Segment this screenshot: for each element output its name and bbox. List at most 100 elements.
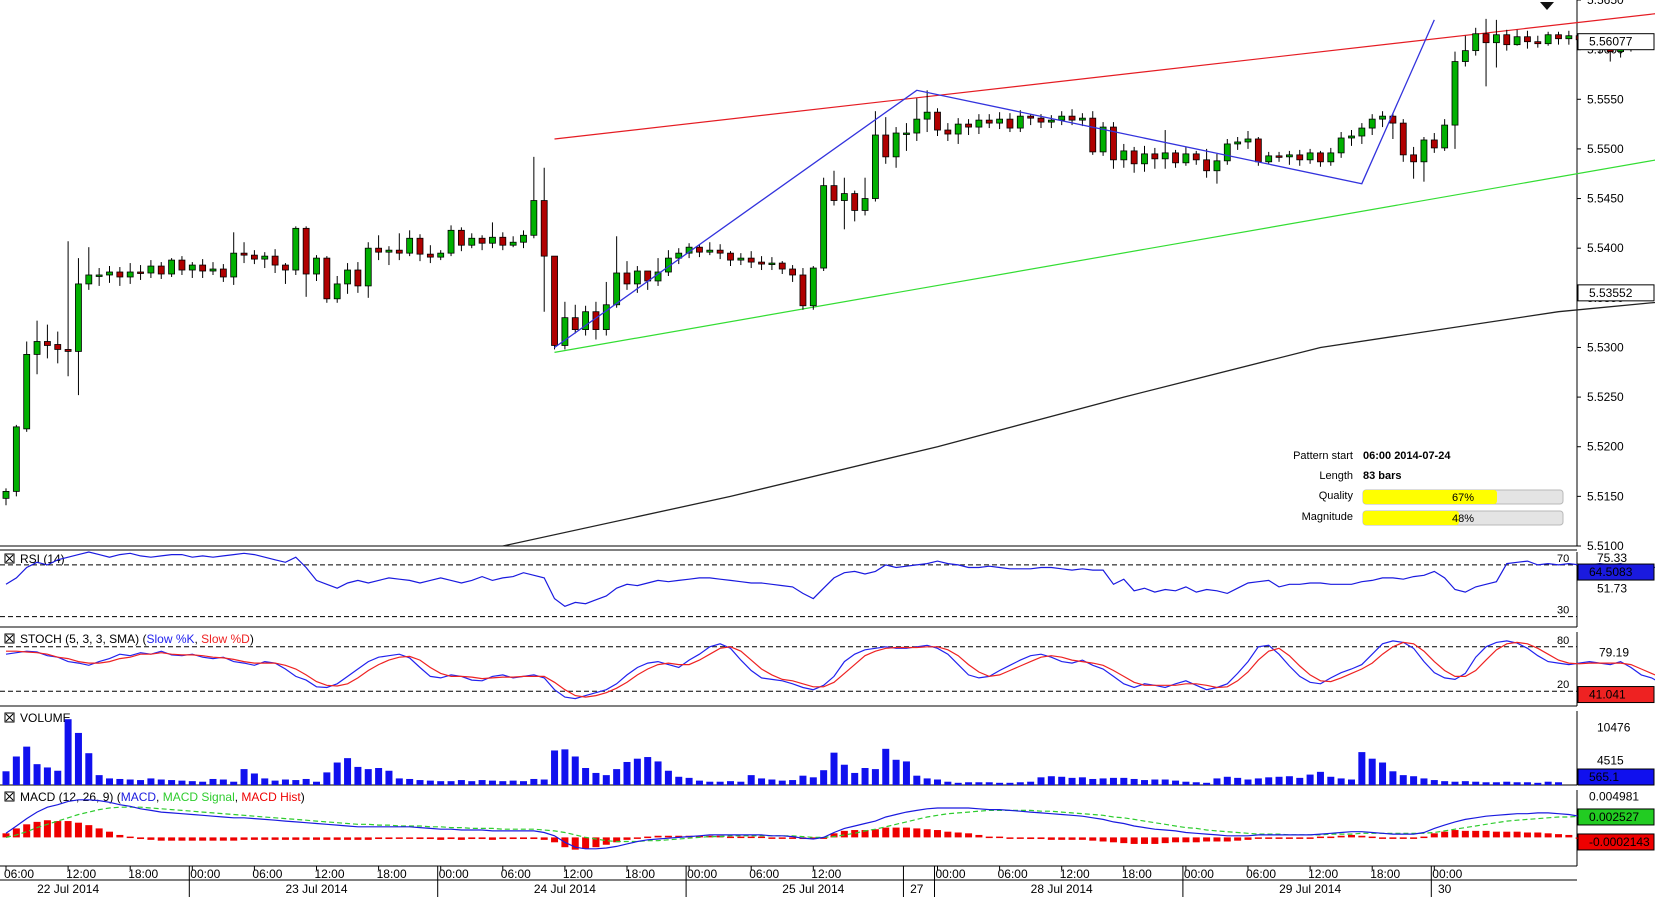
stoch-level-label: 20 xyxy=(1557,679,1569,691)
volume-bar xyxy=(664,770,672,785)
candle xyxy=(561,317,569,346)
hour-label: 00:00 xyxy=(936,867,966,881)
stoch-legend-k: Slow %K xyxy=(146,632,194,646)
candle xyxy=(840,193,848,201)
macd-panel[interactable]: MACD (12, 26, 9) (MACD, MACD Signal, MAC… xyxy=(0,790,1655,867)
macd-hist-bar xyxy=(1285,837,1293,839)
volume-bar xyxy=(1223,776,1231,785)
candle xyxy=(613,272,621,306)
volume-bar xyxy=(571,756,579,785)
candle xyxy=(1223,143,1231,162)
candle xyxy=(240,252,248,256)
volume-bar xyxy=(934,779,941,785)
candle xyxy=(23,354,31,430)
candle xyxy=(1244,138,1252,143)
volume-bar xyxy=(913,775,921,785)
candle xyxy=(1358,127,1366,137)
volume-bar xyxy=(582,768,590,785)
candle xyxy=(333,283,341,300)
macd-hist-bar xyxy=(737,836,745,839)
macd-hist-bar xyxy=(364,837,372,840)
volume-panel[interactable]: VOLUME 10476 4515 565.1 xyxy=(0,711,1655,786)
date-label: 23 Jul 2014 xyxy=(285,882,347,896)
candle xyxy=(861,198,869,211)
macd-hist-bar xyxy=(261,837,269,840)
volume-bar xyxy=(74,732,82,785)
volume-bar xyxy=(809,777,817,785)
macd-hist-bar xyxy=(468,837,476,840)
macd-signal-line xyxy=(5,806,1611,843)
macd-hist-bar xyxy=(727,836,734,839)
hour-label: 18:00 xyxy=(1370,867,1400,881)
candle xyxy=(292,227,300,271)
candle xyxy=(1068,115,1076,121)
volume-bar xyxy=(768,779,776,785)
volume-bar xyxy=(1389,771,1397,785)
macd-legend-line: MACD xyxy=(121,790,157,804)
macd-hist-bar xyxy=(23,824,31,838)
macd-hist-bar xyxy=(240,837,248,840)
stoch-legend-close: ) xyxy=(250,632,254,646)
volume-bar xyxy=(633,758,641,785)
macd-legend-sep1: , xyxy=(156,790,163,804)
volume-bar xyxy=(1420,778,1428,785)
macd-hist-bar xyxy=(1461,830,1469,838)
candle xyxy=(872,134,879,199)
volume-tick-label: 10476 xyxy=(1597,721,1631,735)
macd-hist-bar xyxy=(178,837,186,841)
macd-hist-bar xyxy=(706,835,714,838)
candle xyxy=(540,200,548,257)
macd-hist-bar xyxy=(1265,837,1273,839)
macd-hist-bar xyxy=(975,834,983,838)
volume-bar xyxy=(675,776,683,785)
volume-bar xyxy=(695,780,703,785)
candle xyxy=(747,257,755,263)
candle xyxy=(199,264,207,272)
rsi-tick-label: 75.33 xyxy=(1597,551,1627,565)
candle xyxy=(623,272,631,285)
macd-hist-bar xyxy=(644,836,652,839)
volume-bar xyxy=(592,772,600,785)
dropdown-arrow-icon[interactable] xyxy=(1540,2,1554,10)
stoch-k-line xyxy=(5,640,1655,700)
volume-bar xyxy=(457,780,465,785)
macd-hist-bar xyxy=(830,833,838,838)
volume-bar xyxy=(1503,781,1511,785)
candle xyxy=(820,185,828,269)
candle xyxy=(696,246,703,253)
volume-title: VOLUME xyxy=(20,711,71,725)
macd-hist-bar xyxy=(499,837,507,840)
volume-bar xyxy=(923,778,931,785)
volume-bar xyxy=(385,770,393,785)
rsi-level-label: 30 xyxy=(1557,605,1569,617)
volume-bar xyxy=(830,752,838,785)
price-panel[interactable]: 5.56505.56005.55505.55005.54505.54005.53… xyxy=(0,0,1655,553)
macd-hist-bar xyxy=(582,837,590,849)
volume-bar xyxy=(789,780,797,785)
macd-hist-bar xyxy=(1254,837,1262,839)
candle xyxy=(261,255,269,260)
candle xyxy=(965,123,972,128)
macd-tick-label: 0.004981 xyxy=(1589,790,1639,804)
pattern-start-label: Pattern start xyxy=(1293,450,1353,462)
volume-bar xyxy=(1399,775,1407,785)
volume-bar xyxy=(1523,782,1531,785)
magnitude-value: 48% xyxy=(1452,513,1474,525)
volume-bar xyxy=(375,768,383,785)
candle xyxy=(1234,141,1242,145)
volume-bar xyxy=(1430,780,1438,785)
volume-bar xyxy=(437,781,445,785)
stoch-panel[interactable]: STOCH (5, 3, 3, SMA) (Slow %K, Slow %D) 8… xyxy=(0,632,1655,707)
volume-bar xyxy=(333,762,341,785)
volume-bar xyxy=(613,769,621,785)
volume-bar xyxy=(116,778,124,785)
macd-hist-bar xyxy=(1099,837,1107,842)
volume-bar xyxy=(1482,782,1490,785)
volume-bar xyxy=(1120,777,1128,785)
volume-bar xyxy=(1358,752,1366,785)
candle xyxy=(675,252,683,259)
rsi-level-label: 70 xyxy=(1557,553,1569,565)
